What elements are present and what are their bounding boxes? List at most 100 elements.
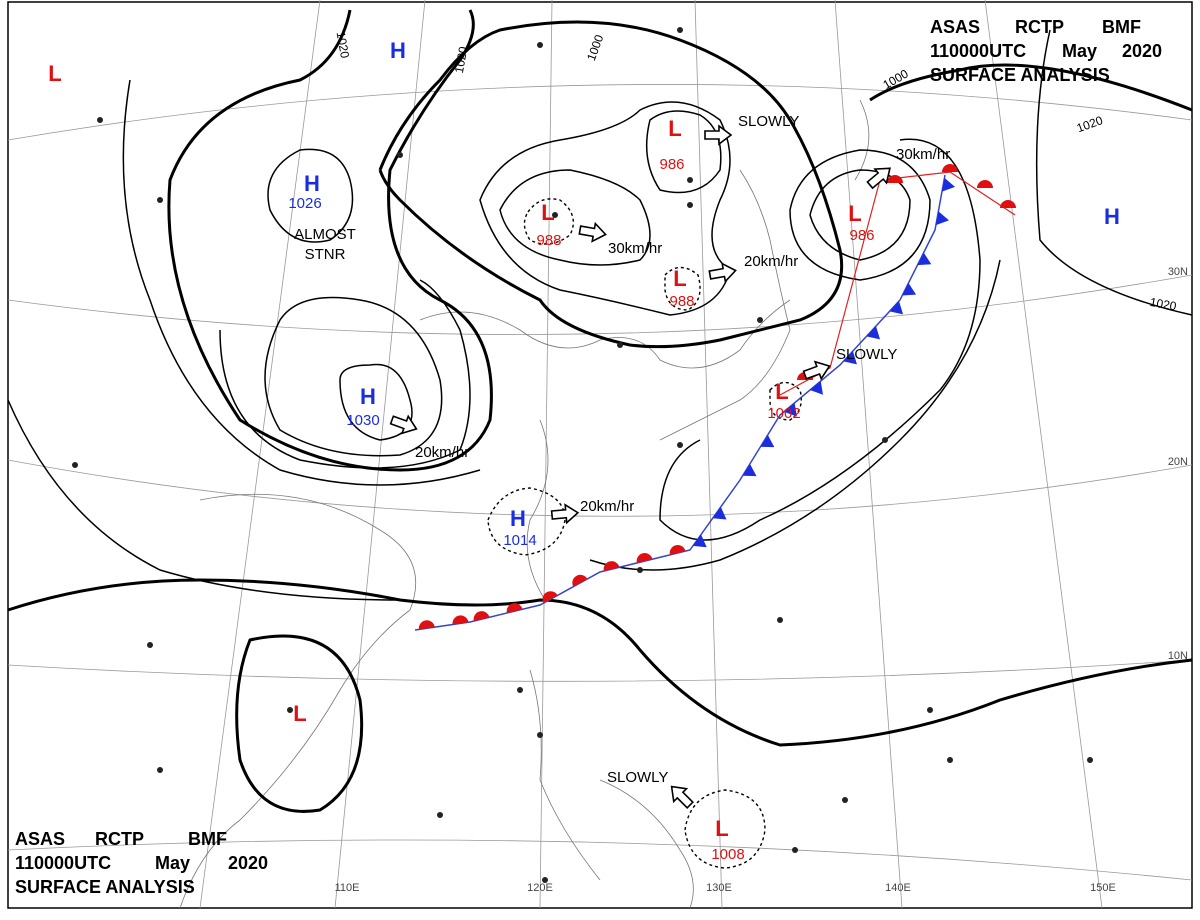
center-pressure: 1002	[767, 405, 800, 422]
center-symbol: L	[293, 701, 306, 726]
motion-arrow	[704, 124, 733, 146]
center-symbol: L	[48, 61, 61, 86]
station-dot	[157, 767, 163, 773]
station-dot	[947, 757, 953, 763]
station-dot	[842, 797, 848, 803]
station-dot	[72, 462, 78, 468]
station-dot	[677, 27, 683, 33]
lon-label: 130E	[706, 882, 732, 894]
motion-arrow	[550, 503, 580, 525]
graticule	[7, 0, 1193, 909]
isobar-label: 1020	[1149, 295, 1178, 313]
motion-arrow	[708, 262, 737, 284]
cold-front-symbol	[889, 301, 904, 315]
station-dot	[552, 212, 558, 218]
cold-front-symbol	[742, 463, 757, 477]
coastlines	[179, 99, 870, 909]
header-text: SURFACE ANALYSIS	[930, 65, 1110, 85]
center-symbol: H	[304, 171, 320, 196]
cold-front-symbol	[692, 534, 707, 548]
station-dot	[437, 812, 443, 818]
center-symbol: L	[673, 266, 686, 291]
header-text: BMF	[1102, 17, 1141, 37]
header-text: RCTP	[1015, 17, 1064, 37]
center-pressure: 1030	[346, 412, 379, 429]
station-dot	[792, 847, 798, 853]
header-text: BMF	[188, 829, 227, 849]
isobar-label: 1020	[452, 45, 470, 74]
motion-arrows	[389, 124, 891, 809]
center-pressure: 1014	[503, 532, 536, 549]
motion-label: 20km/hr	[415, 444, 469, 461]
lon-label: 110E	[335, 882, 360, 894]
motion-label: SLOWLY	[738, 113, 799, 130]
station-dot	[1087, 757, 1093, 763]
center-pressure: 986	[659, 156, 684, 173]
station-dot	[537, 42, 543, 48]
motion-arrow	[578, 221, 607, 243]
motion-label: SLOWLY	[836, 346, 897, 363]
station-dot	[157, 197, 163, 203]
cold-front-symbol	[809, 381, 824, 395]
lon-label: 120E	[527, 882, 553, 894]
center-symbol: L	[715, 816, 728, 841]
cold-front-symbol	[917, 252, 932, 266]
center-symbol: H	[1104, 204, 1120, 229]
header-text: 110000UTC	[930, 41, 1026, 61]
cold-front-symbol	[866, 326, 881, 340]
motion-label: 30km/hr	[608, 240, 662, 257]
header-text: ASAS	[930, 17, 980, 37]
station-dot	[517, 687, 523, 693]
motion-arrow	[866, 167, 891, 190]
center-pressure: 988	[536, 232, 561, 249]
motion-arrow	[389, 414, 418, 435]
station-dot	[882, 437, 888, 443]
isobars	[7, 9, 1193, 869]
motion-arrow	[670, 785, 694, 809]
station-dot	[617, 342, 623, 348]
center-pressure: 1008	[711, 846, 744, 863]
note-label: STNR	[305, 246, 346, 263]
cold-front-symbol	[712, 506, 727, 520]
warm-front-symbol	[506, 603, 523, 614]
station-dot	[542, 877, 548, 883]
header-text: ASAS	[15, 829, 65, 849]
station-dot	[537, 732, 543, 738]
cold-front-symbol	[760, 434, 775, 448]
center-symbol: L	[848, 201, 861, 226]
cold-front-symbol	[843, 351, 857, 365]
center-pressure: 1026	[288, 195, 321, 212]
warm-front-symbol	[542, 591, 558, 604]
station-dot	[147, 642, 153, 648]
front-line	[414, 174, 946, 631]
motion-arrow	[802, 360, 831, 381]
isobar-label: 1020	[334, 30, 352, 59]
station-dot	[97, 117, 103, 123]
station-dot	[287, 707, 293, 713]
warm-front-symbol	[977, 180, 993, 188]
station-dot	[687, 202, 693, 208]
header-text: May	[155, 853, 190, 873]
motion-label: 30km/hr	[896, 146, 950, 163]
center-pressure: 986	[849, 227, 874, 244]
header-text: 2020	[1122, 41, 1162, 61]
warm-front-symbol	[418, 620, 435, 630]
header-text: RCTP	[95, 829, 144, 849]
center-symbol: H	[390, 38, 406, 63]
cold-front-symbol	[935, 211, 949, 226]
lat-label: 10N	[1168, 650, 1188, 662]
station-dot	[397, 152, 403, 158]
lon-label: 140E	[885, 882, 911, 894]
header-text: 2020	[228, 853, 268, 873]
warm-front-symbol	[452, 615, 469, 625]
header-text: 110000UTC	[15, 853, 111, 873]
cold-front-symbol	[941, 177, 956, 192]
note-label: ALMOST	[294, 226, 356, 243]
station-dot	[687, 177, 693, 183]
cold-front-symbol	[902, 283, 917, 296]
motion-label: 20km/hr	[744, 253, 798, 270]
station-dot	[927, 707, 933, 713]
station-dot	[677, 442, 683, 448]
station-plots	[72, 27, 1093, 883]
